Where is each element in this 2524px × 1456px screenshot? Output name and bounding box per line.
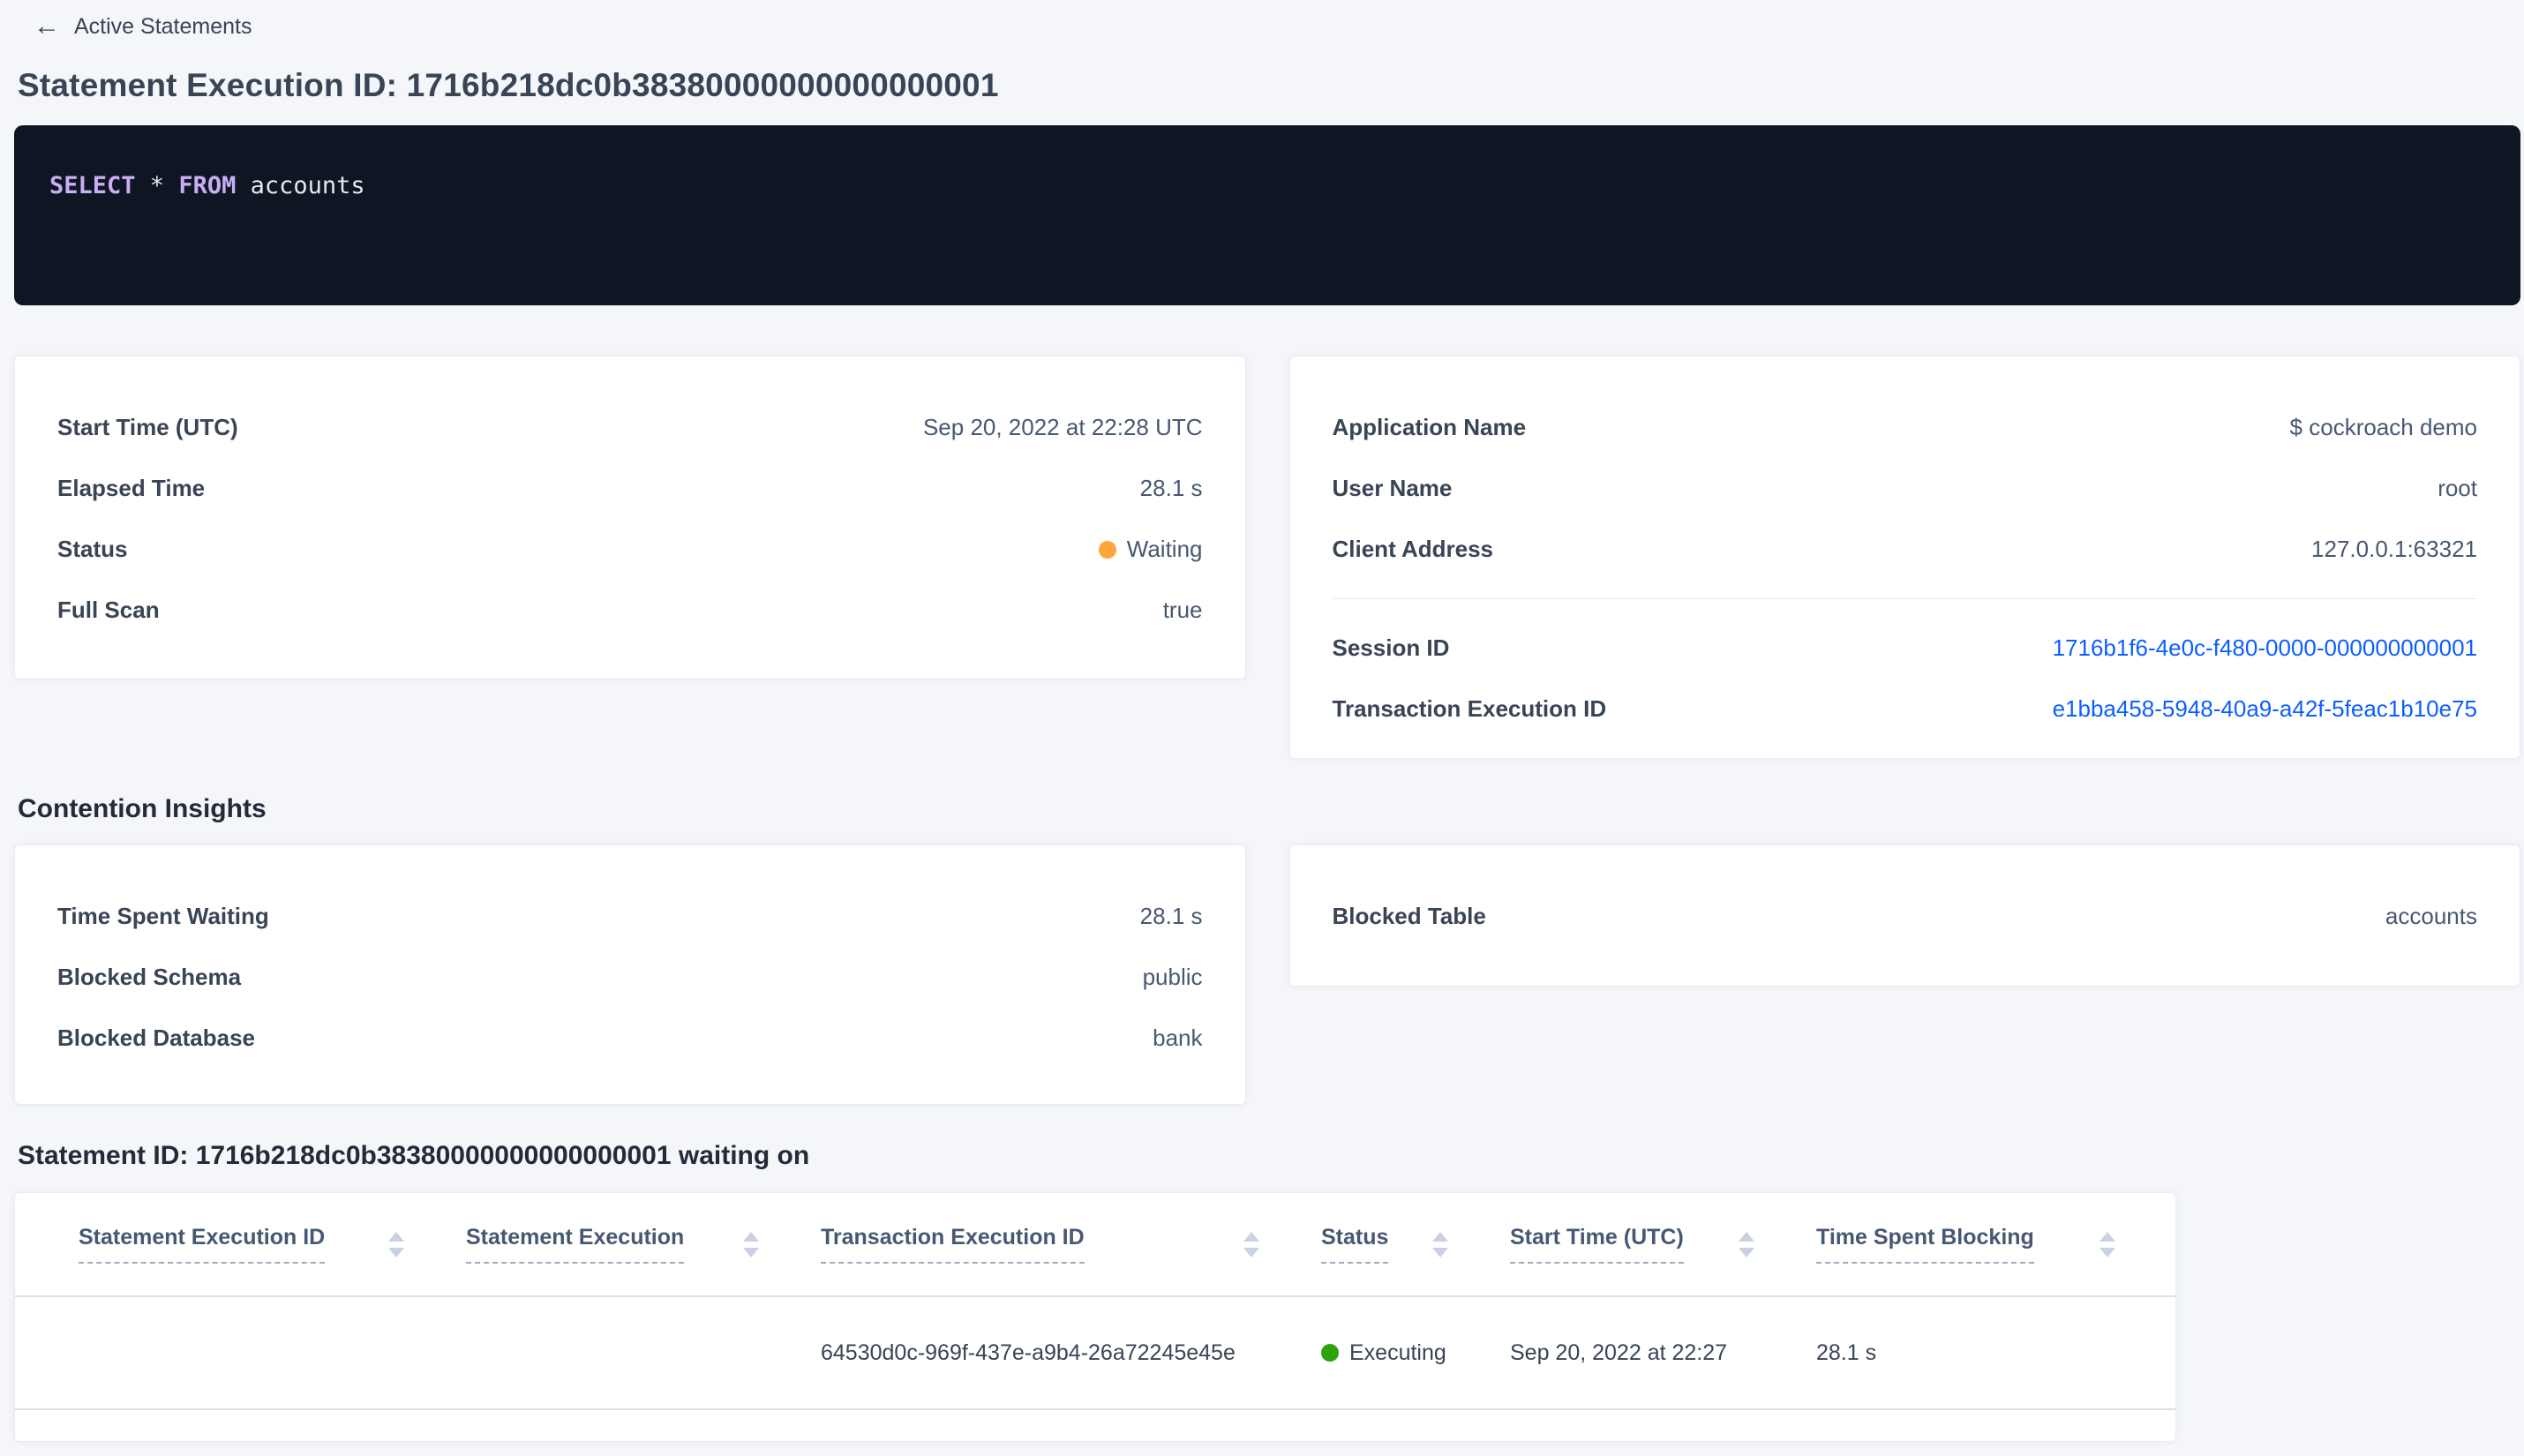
full-scan-label: Full Scan — [57, 597, 160, 623]
elapsed-time-value: 28.1 s — [1139, 475, 1203, 501]
blocked-table-value: accounts — [2385, 903, 2477, 929]
table-header-row: Statement Execution ID Statement Executi… — [15, 1193, 2175, 1297]
application-name-value: $ cockroach demo — [2289, 414, 2477, 440]
column-header-statement-execution-id: Statement Execution ID — [15, 1193, 466, 1297]
table-row: 64530d0c-969f-437e-a9b4-26a72245e45e Exe… — [15, 1296, 2175, 1410]
status-label: Status — [57, 536, 128, 562]
waiting-status-dot-icon — [1098, 540, 1116, 559]
transaction-execution-id-link[interactable]: e1bba458-5948-40a9-a42f-5feac1b10e75 — [2052, 695, 2477, 722]
user-name-label: User Name — [1332, 475, 1453, 501]
blocked-database-value: bank — [1153, 1024, 1203, 1051]
sort-start-time[interactable]: Start Time (UTC) — [1510, 1225, 1684, 1264]
column-header-transaction-execution-id: Transaction Execution ID — [821, 1193, 1321, 1297]
sql-keyword-select: SELECT — [49, 172, 136, 199]
cell-status-text: Executing — [1349, 1340, 1446, 1365]
session-info-card: Application Name $ cockroach demo User N… — [1288, 356, 2520, 759]
waiting-on-heading: Statement ID: 1716b218dc0b38380000000000… — [18, 1141, 810, 1170]
page-title: Statement Execution ID: 1716b218dc0b3838… — [18, 67, 999, 103]
status-value-text: Waiting — [1126, 536, 1203, 562]
execution-overview-card: Start Time (UTC) Sep 20, 2022 at 22:28 U… — [14, 356, 1246, 679]
full-scan-value: true — [1162, 597, 1203, 623]
sql-statement-text: SELECT * FROM accounts — [49, 171, 2485, 201]
back-arrow-icon: ← — [34, 11, 60, 41]
client-address-row: Client Address 127.0.0.1:63321 — [1333, 519, 2478, 580]
application-name-row: Application Name $ cockroach demo — [1333, 397, 2478, 458]
sort-arrows-icon[interactable] — [2100, 1231, 2115, 1257]
cell-time-spent-blocking: 28.1 s — [1816, 1296, 2175, 1410]
client-address-label: Client Address — [1332, 536, 1494, 562]
client-address-value: 127.0.0.1:63321 — [2311, 536, 2477, 562]
session-id-row: Session ID 1716b1f6-4e0c-f480-0000-00000… — [1333, 618, 2478, 679]
user-name-value: root — [2438, 475, 2477, 501]
sort-status[interactable]: Status — [1321, 1225, 1389, 1264]
sort-arrows-icon[interactable] — [1243, 1231, 1259, 1257]
column-header-statement-execution: Statement Execution — [466, 1193, 821, 1297]
application-name-label: Application Name — [1332, 414, 1527, 440]
contention-insights-heading: Contention Insights — [18, 794, 267, 823]
back-link-label: Active Statements — [74, 13, 252, 39]
status-badge: Waiting — [1098, 536, 1203, 563]
sql-statement-box: SELECT * FROM accounts — [14, 125, 2520, 305]
back-link-active-statements[interactable]: ← Active Statements — [14, 9, 2520, 44]
user-name-row: User Name root — [1333, 458, 2478, 519]
column-header-time-spent-blocking: Time Spent Blocking — [1816, 1193, 2175, 1297]
overview-cards-row: Start Time (UTC) Sep 20, 2022 at 22:28 U… — [14, 356, 2520, 759]
time-spent-waiting-label: Time Spent Waiting — [57, 903, 269, 929]
cell-start-time: Sep 20, 2022 at 22:27 — [1510, 1296, 1816, 1410]
blocked-table-label: Blocked Table — [1332, 903, 1486, 929]
sort-time-spent-blocking[interactable]: Time Spent Blocking — [1816, 1225, 2034, 1264]
sort-arrows-icon[interactable] — [1432, 1231, 1448, 1257]
sql-star: * — [135, 172, 179, 199]
start-time-value: Sep 20, 2022 at 22:28 UTC — [922, 414, 1203, 440]
sort-transaction-execution-id[interactable]: Transaction Execution ID — [821, 1225, 1085, 1264]
contention-cards-row: Time Spent Waiting 28.1 s Blocked Schema… — [14, 844, 2520, 1105]
cell-statement-execution-id — [15, 1296, 466, 1410]
cell-statement-execution — [466, 1296, 821, 1410]
column-header-start-time: Start Time (UTC) — [1510, 1193, 1816, 1297]
sort-arrows-icon[interactable] — [388, 1231, 404, 1257]
waiting-on-table-card: Statement Execution ID Statement Executi… — [14, 1192, 2176, 1442]
contention-waiting-card: Time Spent Waiting 28.1 s Blocked Schema… — [14, 844, 1246, 1105]
sql-table-name: accounts — [236, 172, 365, 199]
blocked-database-row: Blocked Database bank — [57, 1008, 1203, 1069]
sort-arrows-icon[interactable] — [1739, 1231, 1754, 1257]
full-scan-row: Full Scan true — [57, 580, 1203, 641]
elapsed-time-label: Elapsed Time — [57, 475, 206, 501]
time-spent-waiting-row: Time Spent Waiting 28.1 s — [57, 886, 1203, 947]
blocked-schema-row: Blocked Schema public — [57, 947, 1203, 1008]
cell-transaction-execution-id: 64530d0c-969f-437e-a9b4-26a72245e45e — [821, 1296, 1321, 1410]
sort-statement-execution[interactable]: Statement Execution — [466, 1225, 685, 1264]
column-header-status: Status — [1321, 1193, 1510, 1297]
session-id-link[interactable]: 1716b1f6-4e0c-f480-0000-000000000001 — [2052, 634, 2477, 661]
executing-status-dot-icon — [1321, 1344, 1339, 1362]
sort-arrows-icon[interactable] — [743, 1231, 759, 1257]
cell-status: Executing — [1321, 1296, 1510, 1410]
blocked-schema-label: Blocked Schema — [57, 964, 242, 990]
status-row: Status Waiting — [57, 519, 1203, 580]
time-spent-waiting-value: 28.1 s — [1139, 903, 1203, 929]
blocked-table-card: Blocked Table accounts — [1288, 844, 2520, 987]
sort-statement-execution-id[interactable]: Statement Execution ID — [79, 1225, 326, 1264]
transaction-execution-id-label: Transaction Execution ID — [1332, 695, 1607, 722]
transaction-execution-id-row: Transaction Execution ID e1bba458-5948-4… — [1333, 679, 2478, 739]
blocked-schema-value: public — [1142, 964, 1203, 990]
blocked-table-row: Blocked Table accounts — [1333, 886, 2478, 947]
waiting-on-table: Statement Execution ID Statement Executi… — [15, 1193, 2175, 1410]
elapsed-time-row: Elapsed Time 28.1 s — [57, 458, 1203, 519]
blocked-database-label: Blocked Database — [57, 1024, 255, 1051]
start-time-row: Start Time (UTC) Sep 20, 2022 at 22:28 U… — [57, 397, 1203, 458]
sql-keyword-from: FROM — [178, 172, 237, 199]
session-card-divider — [1332, 598, 2477, 599]
start-time-label: Start Time (UTC) — [57, 414, 238, 440]
session-id-label: Session ID — [1332, 634, 1450, 661]
